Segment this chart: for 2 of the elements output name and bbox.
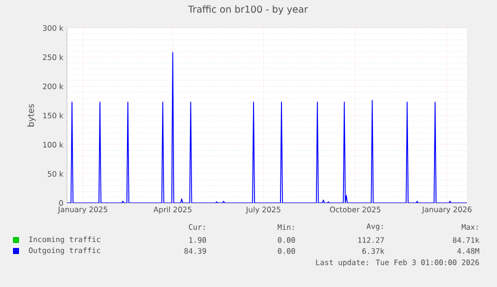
chart-title: Traffic on br100 - by year [188, 5, 308, 15]
y-axis-title: bytes [27, 104, 36, 126]
